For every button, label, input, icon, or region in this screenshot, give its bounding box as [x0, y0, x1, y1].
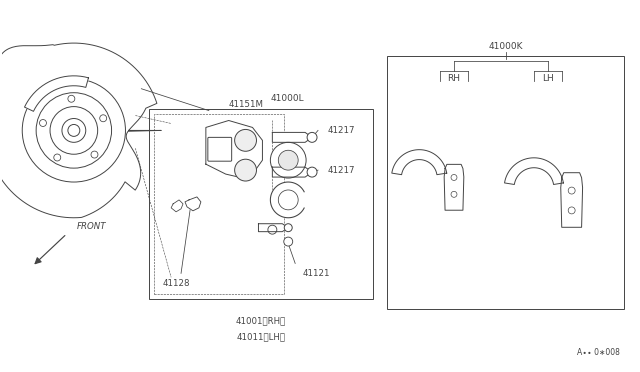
Polygon shape — [185, 197, 201, 211]
Polygon shape — [561, 173, 582, 227]
Circle shape — [284, 237, 292, 246]
Polygon shape — [0, 43, 161, 218]
Text: LH: LH — [542, 74, 554, 83]
Text: RH: RH — [447, 74, 460, 83]
Circle shape — [270, 142, 306, 178]
Polygon shape — [273, 167, 312, 177]
Circle shape — [40, 119, 47, 126]
Circle shape — [451, 191, 457, 197]
Polygon shape — [206, 121, 262, 177]
Circle shape — [307, 132, 317, 142]
Circle shape — [568, 187, 575, 194]
Text: FRONT: FRONT — [77, 222, 106, 231]
Circle shape — [278, 190, 298, 210]
Bar — [149, 109, 372, 299]
Text: 41128: 41128 — [163, 279, 190, 288]
Text: 41121: 41121 — [302, 269, 330, 278]
Circle shape — [284, 224, 292, 232]
Circle shape — [91, 151, 98, 158]
Text: 41011（LH）: 41011（LH） — [236, 332, 285, 341]
Polygon shape — [392, 150, 447, 175]
Text: 41000L: 41000L — [271, 94, 305, 103]
Circle shape — [235, 159, 257, 181]
Circle shape — [451, 174, 457, 180]
Text: 41151M: 41151M — [228, 100, 264, 109]
FancyBboxPatch shape — [208, 137, 232, 161]
Polygon shape — [444, 164, 464, 210]
Bar — [154, 113, 284, 294]
Circle shape — [268, 225, 277, 234]
Polygon shape — [504, 158, 563, 185]
Polygon shape — [270, 182, 304, 218]
Text: 41000K: 41000K — [488, 42, 523, 51]
Text: 41217: 41217 — [328, 126, 355, 135]
Polygon shape — [273, 132, 312, 142]
Polygon shape — [24, 76, 88, 111]
Text: 41001（RH）: 41001（RH） — [236, 317, 286, 326]
Polygon shape — [171, 200, 183, 212]
Text: A∙∙ 0∗008: A∙∙ 0∗008 — [577, 348, 620, 357]
Circle shape — [68, 95, 75, 102]
Circle shape — [278, 150, 298, 170]
Circle shape — [54, 154, 61, 161]
Circle shape — [568, 207, 575, 214]
Bar — [387, 56, 624, 309]
Circle shape — [235, 129, 257, 151]
Text: 41217: 41217 — [328, 166, 355, 174]
Polygon shape — [259, 224, 288, 232]
Circle shape — [68, 125, 80, 137]
Circle shape — [307, 167, 317, 177]
Circle shape — [100, 115, 107, 122]
